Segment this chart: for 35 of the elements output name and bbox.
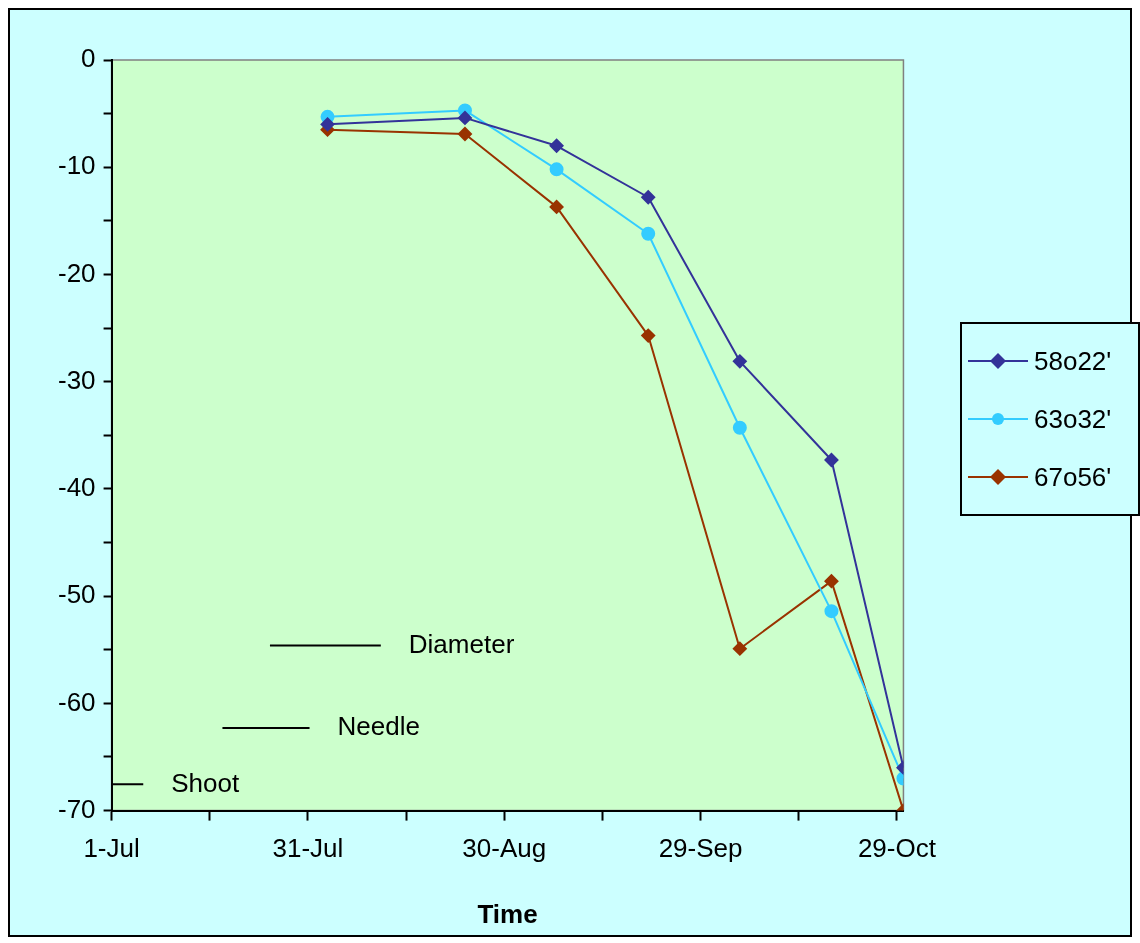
y-tick-label: -70 bbox=[58, 793, 96, 824]
annotation: Shoot bbox=[171, 767, 240, 798]
legend-label: 63o32' bbox=[1034, 403, 1112, 435]
point bbox=[457, 126, 472, 141]
point bbox=[549, 138, 564, 153]
y-tick-label: 0 bbox=[81, 43, 96, 74]
x-tick-label: 30-Aug bbox=[462, 833, 547, 864]
y-tick-label: -20 bbox=[58, 257, 96, 288]
point bbox=[320, 117, 335, 132]
legend-label: 67o56' bbox=[1034, 461, 1112, 493]
x-tick-label: 29-Oct bbox=[857, 833, 937, 864]
point bbox=[732, 420, 747, 435]
point bbox=[824, 452, 839, 467]
annotation: Diameter bbox=[408, 628, 515, 659]
point bbox=[641, 226, 656, 241]
y-tick-label: -40 bbox=[58, 472, 96, 503]
point bbox=[641, 190, 656, 205]
point bbox=[732, 641, 747, 656]
x-tick-label: 31-Jul bbox=[272, 833, 344, 864]
x-tick-label: 1-Jul bbox=[83, 833, 140, 864]
y-tick-label: -50 bbox=[58, 579, 96, 610]
point bbox=[549, 199, 564, 214]
annotation: Needle bbox=[337, 711, 420, 742]
point bbox=[549, 162, 564, 177]
x-tick-label: 29-Sep bbox=[658, 833, 743, 864]
x-axis-title: Time bbox=[477, 898, 538, 929]
point bbox=[824, 574, 839, 589]
legend-label: 58o22' bbox=[1034, 345, 1112, 377]
y-tick-label: -30 bbox=[58, 364, 96, 395]
point bbox=[824, 604, 839, 619]
y-tick-label: -60 bbox=[58, 686, 96, 717]
point bbox=[641, 328, 656, 343]
point bbox=[457, 110, 472, 125]
point bbox=[732, 354, 747, 369]
y-tick-label: -10 bbox=[58, 150, 96, 181]
